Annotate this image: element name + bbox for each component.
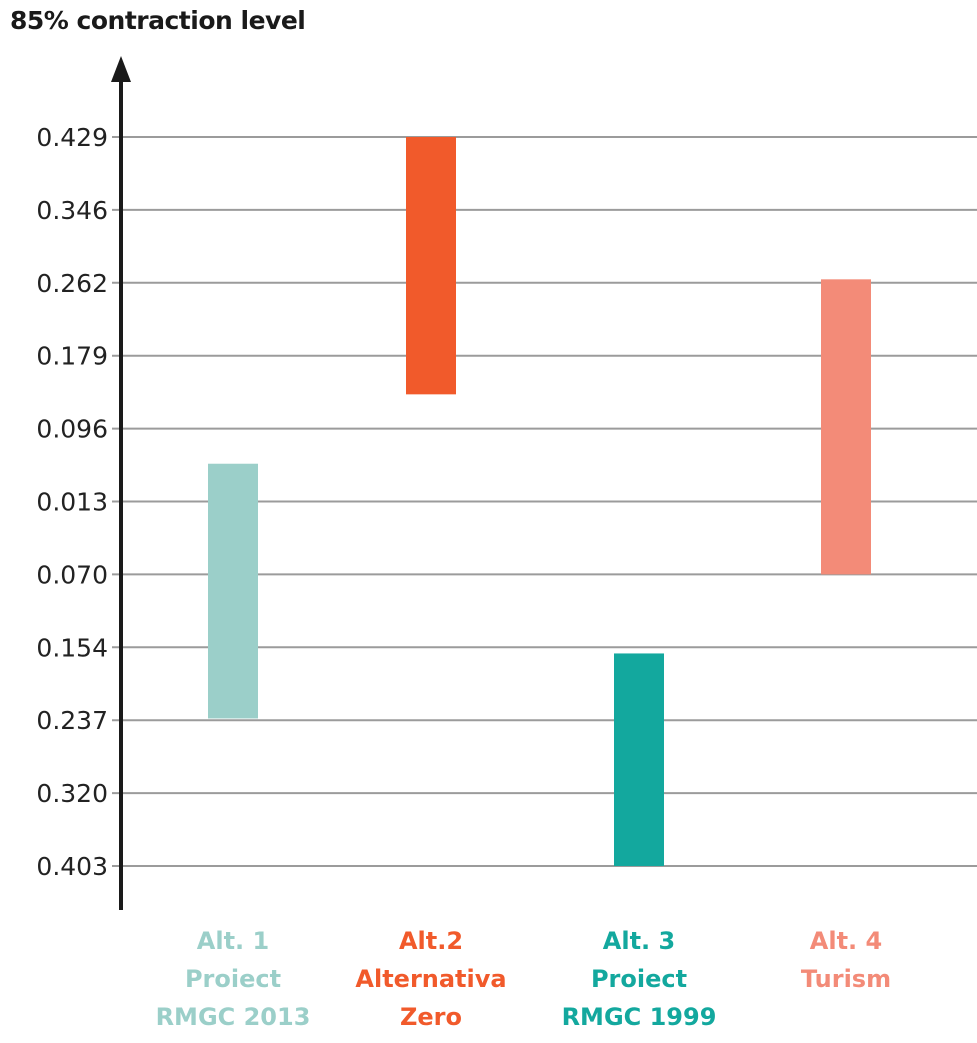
y-tick-label: 0.429: [36, 123, 108, 152]
bars: [208, 137, 871, 866]
category-label-line: Alt. 1: [196, 927, 270, 955]
y-tick-label: 0.403: [36, 852, 108, 881]
category-label-line: RMGC 1999: [561, 1003, 717, 1031]
bar-4: [821, 279, 871, 575]
category-label-line: Turism: [800, 965, 892, 993]
bar-2: [406, 137, 456, 395]
chart-title: 85% contraction level: [10, 6, 306, 35]
y-tick-label: 0.262: [36, 269, 108, 298]
category-label-line: Proiect: [590, 965, 688, 993]
bar-3: [614, 653, 664, 866]
category-label-line: RMGC 2013: [155, 1003, 311, 1031]
y-tick-label: 0.096: [36, 415, 108, 444]
category-label-line: Proiect: [184, 965, 282, 993]
y-tick-label: 0.237: [36, 706, 108, 735]
category-label-line: Alt.2: [398, 927, 464, 955]
category-label-4: Alt. 4 Turism: [746, 922, 946, 998]
y-tick-label: 0.070: [36, 560, 108, 589]
y-tick-label: 0.320: [36, 779, 108, 808]
category-label-2: Alt.2 Alternativa Zero: [331, 922, 531, 1036]
category-label-line: Zero: [399, 1003, 462, 1031]
y-tick-label: 0.179: [36, 342, 108, 371]
y-axis-arrow-icon: [111, 56, 131, 82]
bar-1: [208, 463, 258, 719]
y-tick-label: 0.346: [36, 196, 108, 225]
category-label-3: Alt. 3 Proiect RMGC 1999: [539, 922, 739, 1036]
category-label-line: Alt. 4: [809, 927, 883, 955]
y-tick-label: 0.013: [36, 488, 108, 517]
category-label-line: Alt. 3: [602, 927, 676, 955]
y-tick-label: 0.154: [36, 633, 108, 662]
category-label-1: Alt. 1 Proiect RMGC 2013: [133, 922, 333, 1036]
category-label-line: Alternativa: [355, 965, 507, 993]
y-axis-ticks: 0.429 0.346 0.262 0.179 0.096 0.013 0.070 0.154…: [36, 123, 108, 881]
